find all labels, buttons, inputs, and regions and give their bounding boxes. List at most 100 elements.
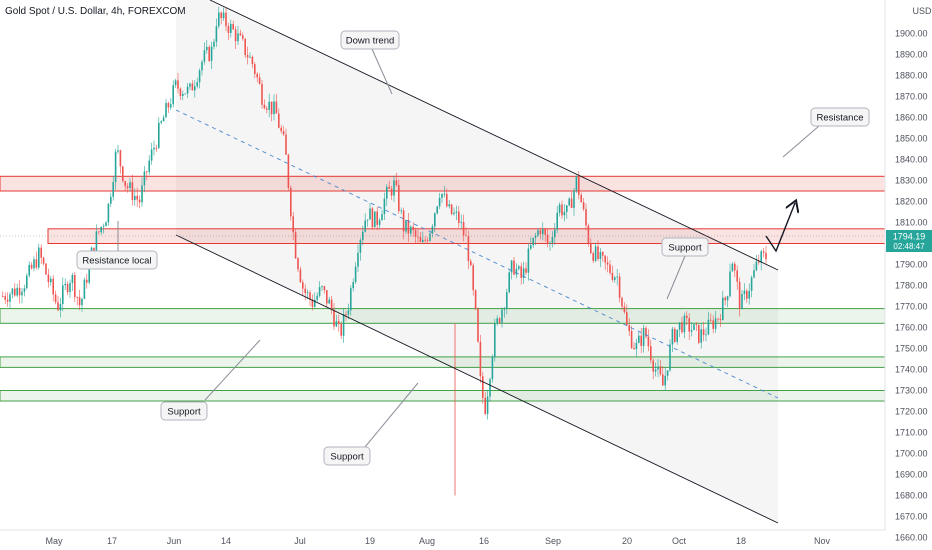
- candle-body: [407, 219, 410, 234]
- channel-lower-line[interactable]: [175, 234, 779, 524]
- candle-body: [100, 226, 102, 233]
- candle-body: [198, 70, 201, 83]
- candle-body: [753, 270, 755, 278]
- candle-body: [458, 211, 460, 223]
- candle-body: [222, 12, 225, 19]
- candle-body: [640, 335, 642, 346]
- candle-body: [510, 260, 513, 273]
- candle-body: [59, 304, 62, 311]
- candle-body: [570, 198, 573, 208]
- candle-body: [50, 278, 52, 283]
- candle-body: [256, 73, 258, 78]
- candle-body: [647, 336, 650, 347]
- support-right-pointer: [666, 255, 686, 300]
- candle-body: [191, 83, 194, 91]
- candle-body: [141, 185, 143, 203]
- candle-body: [628, 325, 630, 331]
- candle-body: [117, 150, 119, 152]
- x-tick-label: 19: [365, 536, 375, 546]
- candle-body: [138, 199, 141, 203]
- candle-body: [160, 121, 162, 123]
- currency-box[interactable]: [914, 4, 930, 17]
- candle-body: [575, 176, 578, 191]
- candle-body: [287, 154, 290, 188]
- channel-fill: [176, 0, 778, 523]
- candle-body: [134, 195, 136, 201]
- candle-body: [30, 264, 33, 269]
- channel-upper-line[interactable]: [209, 0, 779, 271]
- candle-body: [484, 397, 486, 414]
- candle-body: [527, 248, 530, 273]
- y-axis-ticks: 1660.00 1670.00 1680.00 1690.00 1700.00 1710.…: [895, 29, 928, 543]
- candle-body: [302, 282, 304, 289]
- candle-body: [177, 80, 179, 89]
- candle-body: [86, 279, 88, 283]
- candle-body: [102, 226, 105, 227]
- candle-body: [249, 56, 251, 58]
- candle-body: [616, 276, 618, 278]
- candle-body: [153, 147, 155, 150]
- candle-body: [220, 12, 222, 19]
- y-tick-label: 1870.00: [895, 92, 928, 102]
- y-tick-label: 1710.00: [895, 428, 928, 438]
- candle-body: [306, 292, 309, 294]
- down-trend-callout[interactable]: Down trend: [340, 30, 400, 50]
- candle-body: [479, 341, 482, 377]
- candle-body: [57, 302, 59, 311]
- resistance-local-callout[interactable]: Resistance local: [76, 250, 158, 270]
- y-tick-label: 1670.00: [895, 512, 928, 522]
- candle-body: [218, 12, 220, 27]
- candle-body: [748, 290, 750, 299]
- y-tick-label: 1770.00: [895, 302, 928, 312]
- candle-body: [765, 252, 767, 260]
- candle-body: [702, 329, 705, 335]
- candle-body: [114, 151, 117, 183]
- x-tick-label: 14: [221, 536, 231, 546]
- candle-body: [208, 46, 210, 61]
- candle-body: [717, 318, 719, 320]
- support-bottom-label: Support: [330, 452, 364, 463]
- support-zone[interactable]: [0, 308, 886, 324]
- candle-body: [282, 131, 285, 135]
- candle-body: [482, 376, 484, 398]
- candle-body: [666, 370, 669, 376]
- support-right-callout[interactable]: Support: [661, 237, 709, 257]
- candle-body: [299, 269, 302, 283]
- candle-body: [436, 206, 438, 214]
- candle-body: [273, 101, 275, 115]
- candle-body: [210, 46, 213, 61]
- candle-body: [369, 208, 371, 220]
- candle-body: [590, 243, 592, 254]
- x-tick-label: 18: [736, 536, 746, 546]
- candle-body: [515, 268, 518, 275]
- candle-body: [738, 281, 741, 309]
- price-axis[interactable]: [885, 0, 932, 550]
- chart-title: Gold Spot / U.S. Dollar, 4h, FOREXCOM: [5, 6, 186, 17]
- support-bottom-callout[interactable]: Support: [323, 446, 371, 466]
- support-zone[interactable]: [0, 390, 886, 402]
- candle-body: [172, 85, 174, 105]
- candle-body: [635, 342, 638, 350]
- candle-body: [638, 335, 640, 343]
- resistance-callout[interactable]: Resistance: [810, 107, 870, 127]
- candle-body: [309, 292, 311, 300]
- candle-body: [534, 235, 537, 238]
- candle-body: [690, 329, 693, 332]
- support-left-callout[interactable]: Support: [160, 401, 208, 421]
- candle-body: [722, 297, 724, 321]
- candle-body: [580, 194, 582, 203]
- projection-arrow[interactable]: [765, 203, 795, 253]
- candle-body: [707, 319, 710, 335]
- candle-body: [290, 187, 292, 217]
- candle-body: [477, 308, 479, 342]
- candle-body: [400, 210, 402, 212]
- last-price-tag: 1794.19 02:48:47: [886, 230, 932, 252]
- candle-body: [544, 228, 546, 235]
- candle-body: [376, 211, 378, 225]
- candle-body: [105, 222, 107, 227]
- y-tick-label: 1900.00: [895, 29, 928, 39]
- candle-body: [165, 103, 167, 118]
- candle-body: [251, 56, 254, 65]
